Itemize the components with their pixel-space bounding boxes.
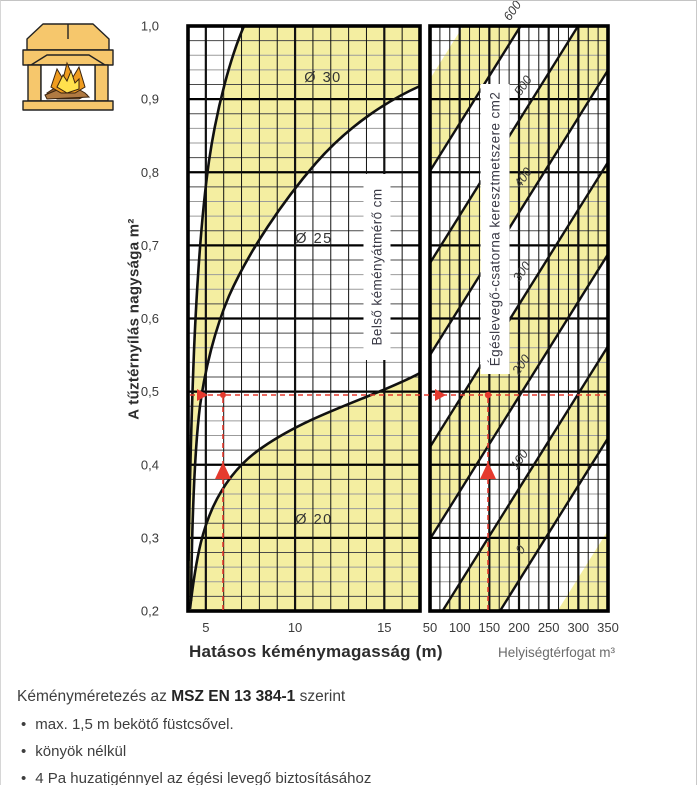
curve-label: Ø 25 (295, 231, 332, 247)
diagonal-value-label: 600 (501, 1, 524, 23)
note-bullet-1: • max. 1,5 m bekötő füstcsővel. (21, 716, 234, 733)
notes-title-prefix: Kéményméretezés az (17, 688, 172, 705)
y-tick-label: 0,4 (141, 457, 159, 472)
y-tick-label: 0,2 (141, 604, 159, 619)
y-axis-title: A tűztérnyílás nagysága m² (125, 218, 143, 420)
y-tick-label: 1,0 (141, 19, 159, 34)
y-tick-label: 0,8 (141, 165, 159, 180)
note-text-1: max. 1,5 m bekötő füstcsővel. (35, 716, 234, 733)
x-tick-label-right: 150 (478, 620, 500, 635)
chimney-sizing-nomogram: 1,0 0,9 0,8 0,7 0,6 0,5 0,4 0,3 0,2 5 10 15 50 100 150… (141, 1, 619, 635)
x-tick-label-right: 300 (567, 620, 589, 635)
y-tick-label: 0,6 (141, 311, 159, 326)
y-tick-label: 0,9 (141, 92, 159, 107)
x-tick-label-right: 250 (538, 620, 560, 635)
x-tick-label-right: 100 (449, 620, 471, 635)
note-bullet-2: • könyök nélkül (21, 743, 126, 760)
inner-diameter-box-label: Belső kéményátmérő cm (363, 174, 391, 360)
arrow-up (215, 462, 231, 479)
x-tick-label-left: 5 (202, 620, 209, 635)
bullet-dot: • (21, 770, 27, 785)
y-tick-label: 0,7 (141, 238, 159, 253)
notes-title: Kéményméretezés az MSZ EN 13 384-1 szeri… (17, 688, 345, 706)
bullet-dot: • (21, 716, 27, 733)
x-tick-label-left: 10 (288, 620, 302, 635)
curve-d25 (189, 84, 420, 602)
notes-title-suffix: szerint (295, 688, 346, 705)
note-bullet-3: • 4 Pa huzatigénnyel az égési levegő bizt… (21, 770, 371, 785)
arrow-up (480, 462, 496, 479)
grid-lines (187, 24, 610, 613)
curve-d20 (188, 371, 420, 610)
y-tick-label: 0,3 (141, 530, 159, 545)
x-tick-label-right: 50 (423, 620, 437, 635)
x-tick-label-right: 350 (597, 620, 619, 635)
curve-label: Ø 30 (304, 70, 341, 86)
x-axis-title-left: Hatásos kéménymagasság (m) (189, 642, 443, 661)
x-tick-label-right: 200 (508, 620, 530, 635)
note-text-2: könyök nélkül (35, 743, 127, 760)
air-duct-box-label: Égéslevegő-csatorna keresztmetszere cm2 (480, 84, 510, 374)
fireplace-icon (22, 23, 114, 111)
notes-title-standard: MSZ EN 13 384-1 (171, 688, 296, 705)
bullet-dot: • (21, 743, 27, 760)
x-tick-label-left: 15 (377, 620, 391, 635)
curve-d30 (188, 26, 246, 562)
y-tick-label: 0,5 (141, 384, 159, 399)
x-axis-title-right: Helyiségtérfogat m³ (498, 645, 616, 660)
arrow-right (197, 389, 208, 401)
note-text-3: 4 Pa huzatigénnyel az égési levegő bizto… (35, 770, 372, 785)
air-duct-lines (430, 26, 608, 611)
arrow-right (435, 389, 446, 401)
curve-label: Ø 20 (295, 512, 332, 528)
diameter-curves (188, 26, 420, 610)
example-reading-lines (190, 389, 606, 610)
